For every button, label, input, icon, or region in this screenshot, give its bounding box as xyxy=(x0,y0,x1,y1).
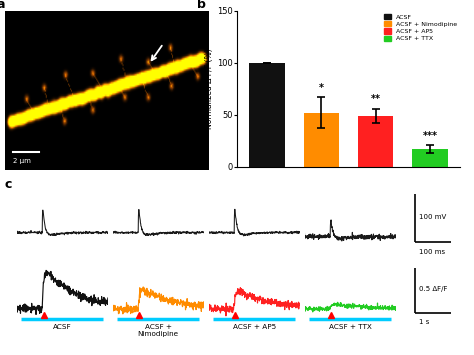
Bar xyxy=(249,63,284,167)
Bar xyxy=(358,116,393,167)
Bar xyxy=(412,149,447,167)
Text: c: c xyxy=(5,178,12,191)
Text: b: b xyxy=(197,0,206,11)
Text: 0.5 ΔF/F: 0.5 ΔF/F xyxy=(419,286,447,292)
Legend: ACSF, ACSF + Nimodipine, ACSF + AP5, ACSF + TTX: ACSF, ACSF + Nimodipine, ACSF + AP5, ACS… xyxy=(384,14,456,42)
Text: ACSF +
Nimodipine: ACSF + Nimodipine xyxy=(137,324,179,337)
Text: ACSF + TTX: ACSF + TTX xyxy=(329,324,372,330)
Text: 100 ms: 100 ms xyxy=(419,248,445,255)
Text: 100 mV: 100 mV xyxy=(419,214,446,219)
Text: **: ** xyxy=(371,94,381,104)
Text: a: a xyxy=(0,0,5,11)
Y-axis label: Normalized Δ F/F (%): Normalized Δ F/F (%) xyxy=(205,48,214,129)
Bar xyxy=(303,113,339,167)
Text: 1 s: 1 s xyxy=(419,320,429,326)
Text: 2 μm: 2 μm xyxy=(13,158,31,164)
Text: ACSF + AP5: ACSF + AP5 xyxy=(233,324,276,330)
Text: ***: *** xyxy=(422,131,438,141)
Text: *: * xyxy=(319,83,324,93)
Text: ACSF: ACSF xyxy=(53,324,72,330)
